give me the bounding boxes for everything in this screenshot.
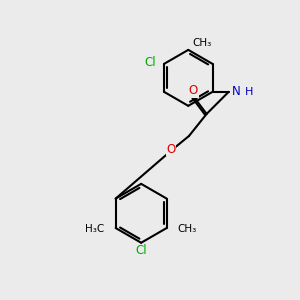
Text: Cl: Cl	[135, 244, 147, 257]
Text: CH₃: CH₃	[178, 224, 197, 235]
Text: H: H	[245, 87, 253, 97]
Text: N: N	[232, 85, 241, 98]
Text: O: O	[167, 143, 176, 156]
Text: CH₃: CH₃	[193, 38, 212, 48]
Text: H₃C: H₃C	[85, 224, 104, 235]
Text: O: O	[189, 85, 198, 98]
Text: Cl: Cl	[144, 56, 156, 69]
